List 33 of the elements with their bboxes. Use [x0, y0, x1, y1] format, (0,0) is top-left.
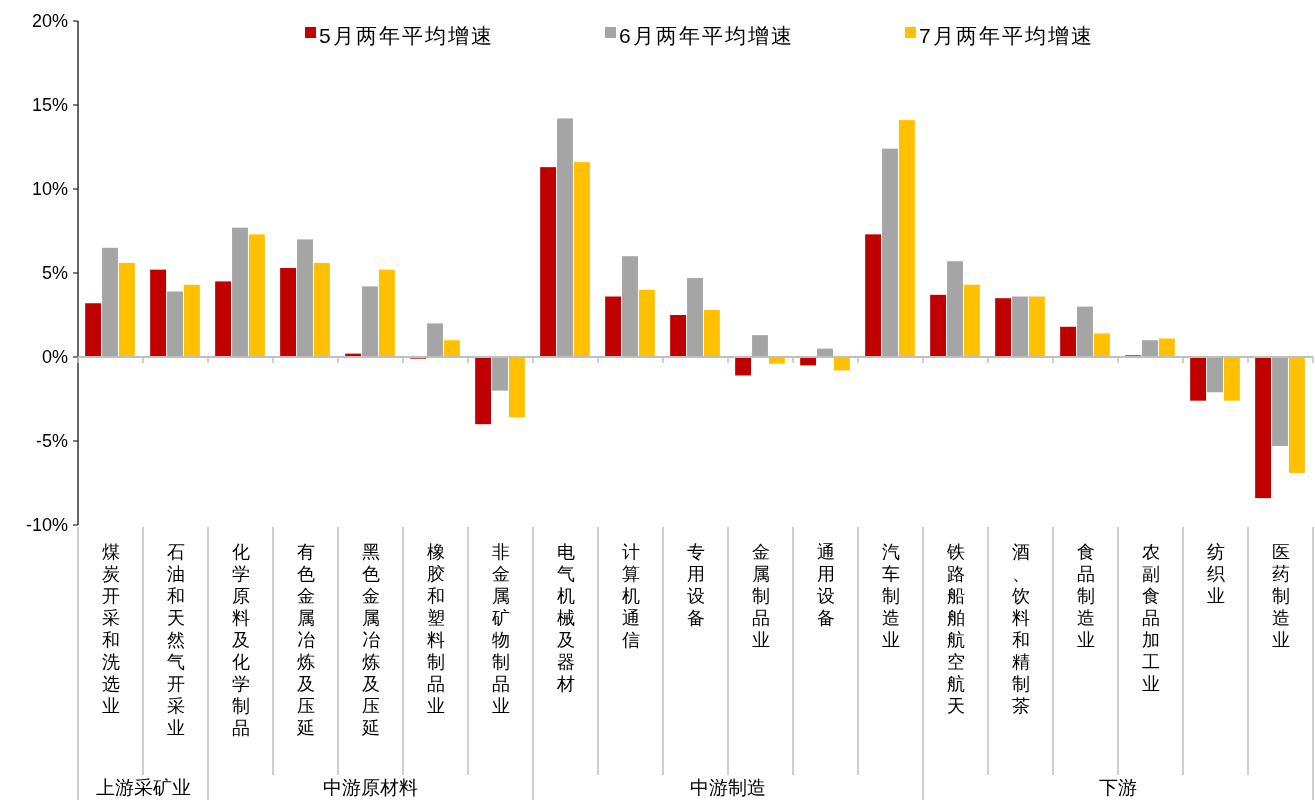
x-tick-label: 电气机械及器材	[555, 542, 575, 694]
y-tick-label: -10%	[25, 515, 68, 535]
text: 中游原材料	[323, 777, 418, 798]
x-tick-label: 铁路船舶航空航天	[945, 542, 965, 716]
text: 下游	[1099, 777, 1137, 798]
legend-label: 6月两年平均增速	[619, 24, 794, 47]
legend-label: 5月两年平均增速	[319, 24, 494, 47]
x-tick-label: 通用设备	[816, 542, 835, 628]
x-tick-label: 橡胶和塑料制品业	[426, 542, 445, 716]
y-tick-label: 0%	[41, 347, 68, 367]
y-tick-label: 10%	[31, 179, 68, 199]
x-tick-label: 计算机通信	[621, 542, 640, 650]
text: 中游制造	[690, 777, 766, 798]
x-tick-label: 食品制造业	[1076, 542, 1095, 650]
category-label: 石油和天然气开采业	[166, 542, 185, 738]
x-tick-label: 金属制品业	[751, 542, 770, 650]
y-tick-label: 20%	[31, 11, 68, 31]
x-tick-label: 农副食品加工业	[1141, 542, 1160, 694]
x-tick-label: 煤炭开采和洗选业	[101, 542, 120, 716]
x-tick-label: 非金属矿物制品业	[490, 542, 510, 716]
x-tick-label: 医药制造业	[1271, 542, 1290, 650]
x-tick-label: 酒、饮料和精制茶	[1010, 542, 1030, 716]
category-label: 化学原料及化学制品	[231, 542, 250, 738]
legend-label: 7月两年平均增速	[919, 24, 1094, 47]
category-label: 有色金属冶炼及压延	[296, 542, 315, 738]
x-tick-label: 汽车制造业	[881, 542, 900, 650]
x-tick-label: 纺织业	[1206, 542, 1225, 606]
y-tick-label: 15%	[31, 95, 68, 115]
x-tick-label: 专用设备	[686, 542, 705, 628]
text: 上游采矿业	[95, 777, 191, 798]
category-label: 黑色金属冶炼及压延	[361, 542, 380, 738]
y-tick-label: 5%	[41, 263, 68, 283]
y-tick-label: -5%	[35, 431, 68, 451]
